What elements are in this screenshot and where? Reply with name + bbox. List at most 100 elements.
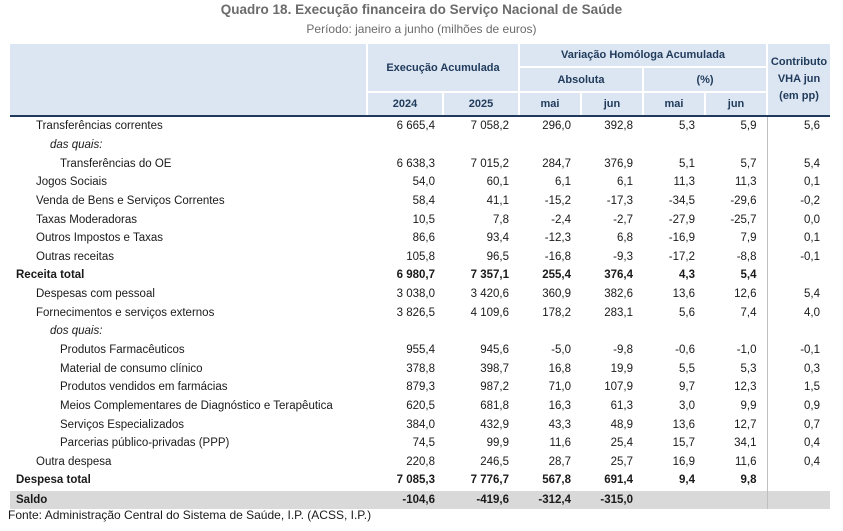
cell-abs-mai: 11,6: [549, 437, 571, 450]
cell-pct-mai: [643, 322, 705, 341]
table-row: Outras receitas 105,8 96,5 -16,8 -9,3 -17,2 -8…: [10, 247, 831, 267]
cell-abs-mai: -12,3: [544, 232, 571, 245]
cell-pct-jun: 7,9: [740, 232, 757, 245]
cell-pct-mai: 9,7: [679, 381, 695, 394]
table-row: Transferências correntes 6 665,4 7 058,2 29…: [10, 116, 831, 136]
cell-contributo: 0,4: [766, 433, 831, 453]
header-2024: 2024: [366, 91, 443, 117]
cell-value-2025: 99,9: [486, 437, 509, 450]
table-subtitle: Período: janeiro a junho (milhões de eur…: [306, 22, 537, 36]
row-label: Outra despesa: [36, 455, 112, 468]
cell-abs-mai: 43,3: [548, 418, 571, 431]
cell-abs-mai: 567,8: [542, 474, 571, 487]
cell-abs-jun: 25,7: [610, 455, 633, 468]
cell-pct-mai: 11,3: [673, 176, 695, 189]
table-row: Receita total 6 980,7 7 357,1 255,4 376,4 4,3…: [10, 266, 831, 285]
cell-abs-jun: [581, 322, 643, 341]
cell-abs-jun: 691,4: [604, 474, 633, 487]
table-row: Produtos Farmacêuticos 955,4 945,6 -5,0 -9,8…: [10, 340, 831, 360]
cell-contributo: 1,5: [766, 377, 831, 397]
cell-abs-mai: 360,9: [542, 288, 571, 301]
cell-pct-jun: 12,3: [734, 381, 757, 394]
cell-abs-jun: 61,3: [610, 399, 633, 412]
cell-pct-jun: 11,6: [735, 455, 757, 468]
row-label: Taxas Moderadoras: [36, 213, 137, 226]
cell-contributo: [766, 471, 831, 491]
cell-abs-mai: 296,0: [542, 120, 571, 133]
cell-pct-mai: -16,9: [668, 232, 695, 245]
cell-contributo: 5,4: [766, 154, 831, 173]
financial-execution-table: Execução Acumulada Variação Homóloga Acu…: [10, 44, 831, 510]
table-row: Transferências do OE 6 638,3 7 015,2 284,7 3…: [10, 154, 831, 173]
row-label: Material de consumo clínico: [60, 362, 203, 375]
cell-value-2025: 432,9: [480, 418, 509, 431]
header-abs-mai: mai: [518, 92, 581, 117]
cell-value-2025: 96,5: [486, 250, 509, 263]
cell-value-2025: 7 776,7: [470, 474, 509, 487]
cell-value-2025: 987,2: [480, 381, 509, 394]
cell-pct-jun: 12,6: [734, 288, 757, 301]
cell-contributo: 4,0: [766, 303, 831, 323]
cell-abs-jun: [581, 136, 643, 155]
cell-pct-jun: 5,4: [740, 269, 757, 282]
cell-abs-jun: -315,0: [581, 489, 643, 510]
cell-pct-mai: 15,7: [672, 437, 695, 450]
cell-contributo: -0,2: [766, 191, 831, 211]
cell-abs-jun: -9,8: [613, 344, 633, 356]
cell-abs-mai: -2,4: [551, 213, 571, 226]
cell-abs-jun: 48,9: [610, 418, 633, 431]
table-row: Meios Complementares de Diagnóstico e Te…: [10, 396, 831, 416]
cell-contributo: [766, 322, 831, 341]
cell-value-2025: 945,6: [480, 344, 509, 356]
cell-pct-jun: 5,7: [740, 157, 757, 170]
cell-value-2025: 41,1: [486, 194, 509, 207]
row-label: Despesa total: [16, 474, 91, 487]
cell-pct-mai: 13,6: [672, 288, 695, 301]
cell-abs-mai: [519, 136, 581, 155]
cell-value-2024: 220,8: [406, 455, 435, 468]
cell-value-2024: 384,0: [406, 418, 435, 431]
cell-pct-jun: -25,7: [730, 213, 757, 226]
cell-abs-jun: 19,9: [610, 362, 633, 375]
cell-pct-jun: 5,9: [740, 120, 757, 133]
table-row: Material de consumo clínico 378,8 398,7 16,…: [10, 359, 831, 378]
cell-pct-mai: -27,9: [668, 213, 695, 226]
cell-pct-mai: 4,3: [679, 269, 695, 282]
cell-value-2025: -419,6: [443, 489, 519, 510]
cell-value-2025: 93,4: [486, 232, 509, 245]
cell-abs-mai: -16,8: [544, 250, 571, 263]
cell-value-2024: 6 980,7: [396, 269, 435, 282]
row-label: Outras receitas: [36, 250, 114, 263]
row-label: Serviços Especializados: [60, 418, 185, 431]
cell-pct-mai: 9,4: [679, 474, 695, 487]
cell-value-2024: 6 638,3: [396, 157, 435, 170]
header-2025: 2025: [442, 91, 519, 117]
cell-pct-mai: -0,6: [675, 344, 695, 356]
cell-value-2024: 58,4: [412, 194, 435, 207]
cell-contributo: 0,7: [766, 415, 831, 434]
cell-abs-jun: 107,9: [604, 381, 633, 394]
cell-contributo: 0,0: [766, 210, 831, 229]
cell-pct-mai: [643, 489, 705, 510]
cell-value-2024: 620,5: [406, 399, 435, 412]
cell-value-2025: 7 015,2: [470, 157, 509, 170]
cell-value-2025: 681,8: [480, 399, 509, 412]
cell-value-2025: 4 109,6: [470, 306, 509, 319]
cell-abs-jun: 6,1: [617, 176, 633, 189]
cell-pct-jun: -1,0: [736, 344, 757, 356]
cell-abs-jun: 283,1: [604, 306, 633, 319]
cell-pct-jun: 34,1: [734, 437, 757, 450]
cell-abs-jun: 382,6: [604, 288, 633, 301]
cell-abs-jun: 392,8: [604, 120, 633, 133]
table-title: Quadro 18. Execução financeira do Serviç…: [220, 2, 623, 17]
cell-pct-jun: 5,3: [740, 362, 757, 375]
header-execucao: Execução Acumulada: [366, 44, 519, 92]
table-row: Jogos Sociais 54,0 60,1 6,1 6,1 11,3 11,3 0,1: [10, 172, 831, 192]
row-label: Meios Complementares de Diagnóstico e Te…: [60, 399, 333, 412]
cell-abs-jun: 25,4: [610, 437, 633, 450]
row-label: dos quais:: [50, 325, 103, 338]
cell-abs-mai: 16,3: [548, 399, 571, 412]
cell-contributo: 0,1: [766, 172, 831, 192]
row-label: Produtos vendidos em farmácias: [60, 381, 228, 394]
cell-value-2025: 3 420,6: [470, 288, 509, 301]
